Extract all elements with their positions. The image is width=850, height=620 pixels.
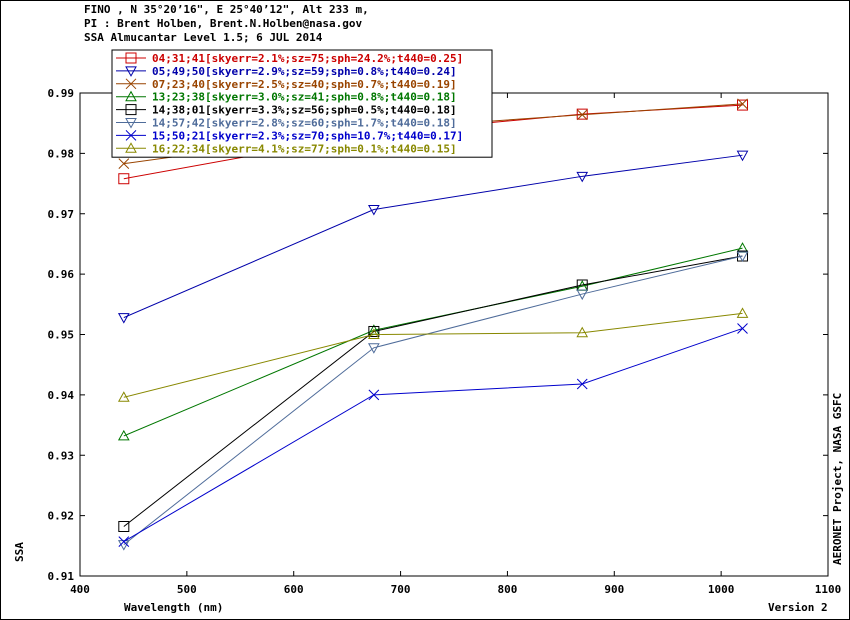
x-tick-label: 1100: [815, 583, 842, 596]
data-point: [118, 158, 130, 169]
x-tick-label: 400: [70, 583, 90, 596]
series-5: [117, 251, 749, 551]
x-tick-label: 600: [284, 583, 304, 596]
x-tick-label: 1000: [708, 583, 735, 596]
data-point: [117, 391, 130, 402]
y-tick-label: 0.99: [48, 87, 75, 100]
data-point: [118, 536, 130, 547]
series-line: [123, 312, 743, 398]
data-point: [576, 378, 588, 390]
y-axis-label: SSA: [13, 542, 26, 562]
y-tick-label: 0.96: [48, 268, 75, 281]
data-point: [117, 313, 130, 324]
legend-marker: [125, 142, 137, 153]
legend-label: 14;57;42[skyerr=2.8%;sz=60;sph=1.7%;t440…: [152, 117, 457, 130]
series-line: [123, 247, 743, 437]
legend-entry: 13;23;38[skyerr=3.0%;sz=41;sph=0.8%;t440…: [116, 90, 457, 104]
header-line-location: FINO , N 35°20’16", E 25°40’12", Alt 233…: [84, 3, 369, 16]
y-tick-label: 0.93: [48, 449, 75, 462]
series-line: [123, 154, 743, 319]
legend-label: 15;50;21[skyerr=2.3%;sz=70;sph=10.7%;t44…: [152, 129, 463, 142]
data-point: [368, 325, 380, 337]
legend-label: 16;22;34[skyerr=4.1%;sz=77;sph=0.1%;t440…: [152, 142, 457, 155]
legend-entry: 14;38;01[skyerr=3.3%;sz=56;sph=0.5%;t440…: [116, 104, 457, 117]
y-tick-label: 0.97: [48, 208, 75, 221]
legend-marker: [125, 78, 137, 90]
y-tick-label: 0.91: [48, 570, 75, 583]
data-point: [368, 205, 380, 216]
y-tick-label: 0.95: [48, 329, 75, 342]
data-point: [368, 389, 380, 401]
data-point: [117, 429, 130, 441]
data-point: [368, 343, 380, 354]
legend-label: 14;38;01[skyerr=3.3%;sz=56;sph=0.5%;t440…: [152, 104, 457, 117]
data-point: [368, 328, 380, 339]
series-1: [117, 150, 749, 324]
x-tick-label: 800: [497, 583, 517, 596]
data-point: [736, 307, 749, 318]
series-line: [123, 327, 743, 543]
legend-entry: 15;50;21[skyerr=2.3%;sz=70;sph=10.7%;t44…: [116, 129, 463, 142]
y-tick-label: 0.94: [48, 389, 75, 402]
data-point: [737, 323, 748, 334]
legend-box: [111, 49, 493, 158]
legend-marker: [125, 90, 137, 102]
version-label: Version 2: [768, 601, 828, 614]
legend-label: 05;49;50[skyerr=2.9%;sz=59;sph=0.8%;t440…: [152, 65, 457, 78]
series-line: [123, 255, 743, 527]
data-point: [737, 99, 749, 111]
data-point: [576, 289, 589, 301]
data-point: [576, 171, 589, 183]
header-line-pi: PI : Brent Holben, Brent.N.Holben@nasa.g…: [84, 17, 363, 30]
series-line: [123, 255, 743, 545]
data-point: [736, 251, 749, 263]
legend-marker: [125, 66, 137, 77]
right-side-credit: AERONET Project, NASA GSFC: [831, 393, 844, 565]
legend-marker: [125, 52, 137, 64]
legend-entry: 07;23;40[skyerr=2.5%;sz=40;sph=0.7%;t440…: [116, 78, 457, 91]
legend-entry: 04;31;41[skyerr=2.1%;sz=75;sph=24.2%;t44…: [116, 52, 463, 65]
y-tick-label: 0.92: [48, 510, 75, 523]
legend-marker: [125, 130, 137, 141]
series-3: [117, 242, 749, 441]
data-point: [118, 173, 130, 185]
header-line-product: SSA Almucantar Level 1.5; 6 JUL 2014: [84, 31, 323, 44]
data-point: [737, 98, 748, 110]
x-tick-label: 900: [604, 583, 624, 596]
legend-marker: [125, 118, 137, 129]
x-tick-label: 700: [391, 583, 411, 596]
data-point: [117, 540, 130, 551]
legend-label: 04;31;41[skyerr=2.1%;sz=75;sph=24.2%;t44…: [152, 52, 463, 65]
legend-entry: 16;22;34[skyerr=4.1%;sz=77;sph=0.1%;t440…: [116, 142, 457, 155]
plot-area: [79, 92, 829, 577]
data-point: [118, 520, 130, 532]
legend-label: 07;23;40[skyerr=2.5%;sz=40;sph=0.7%;t440…: [152, 78, 457, 91]
data-point: [576, 109, 588, 121]
legend-label: 13;23;38[skyerr=3.0%;sz=41;sph=0.8%;t440…: [152, 91, 457, 104]
data-point: [576, 326, 589, 338]
legend-marker: [125, 104, 137, 116]
x-axis-label: Wavelength (nm): [124, 601, 223, 614]
y-tick-label: 0.98: [48, 147, 75, 160]
legend-entry: 14;57;42[skyerr=2.8%;sz=60;sph=1.7%;t440…: [116, 117, 457, 130]
legend-entry: 05;49;50[skyerr=2.9%;sz=59;sph=0.8%;t440…: [116, 65, 457, 78]
data-point: [736, 150, 749, 162]
x-tick-label: 500: [177, 583, 197, 596]
series-7: [117, 307, 749, 402]
series-6: [118, 323, 748, 547]
